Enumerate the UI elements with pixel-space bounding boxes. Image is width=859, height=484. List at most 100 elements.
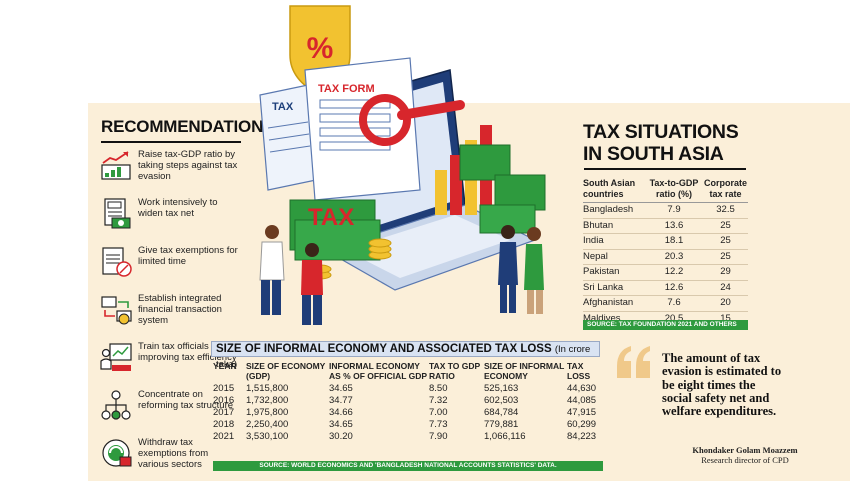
gdp-cell: 1,975,800 — [246, 407, 289, 418]
informal-size-cell: 779,881 — [484, 419, 519, 430]
tax-exemption-icon — [102, 247, 132, 277]
informal-pct-cell: 34.65 — [329, 383, 353, 394]
recommendation-item: Raise tax-GDP ratio by taking steps agai… — [100, 149, 238, 193]
year-cell: 2018 — [213, 419, 235, 430]
tax-paper-label: TAX — [272, 101, 294, 113]
author-title: Research director of CPD — [701, 454, 789, 465]
year-cell: 2016 — [213, 395, 235, 406]
table-row: Sri Lanka 12.6 24 — [583, 280, 748, 296]
tax-loss-cell: 60,299 — [567, 419, 597, 430]
informal-title-text: SIZE OF INFORMAL ECONOMY AND ASSOCIATED … — [216, 343, 552, 355]
table-row: 2021 3,530,100 30.20 7.90 1,066,116 84,223 — [213, 431, 603, 443]
recommendation-item: Establish integrated financial transacti… — [100, 293, 235, 337]
table-row: 2015 1,515,800 34.65 8.50 525,163 44,630 — [213, 383, 603, 395]
training-icon — [100, 343, 132, 371]
tax-stack-label: TAX — [308, 204, 354, 231]
table-row: 2017 1,975,800 34.66 7.00 684,784 47,915 — [213, 407, 603, 419]
unit-note: (In crore taka) — [216, 344, 591, 370]
table-header-row: YEAR SIZE OF ECONOMY (GDP) INFORMAL ECON… — [213, 361, 603, 383]
rate-cell: 25 — [703, 249, 748, 265]
ratio-cell: 8.50 — [429, 383, 448, 394]
recommendation-item: Concentrate on reforming tax structure — [100, 389, 235, 433]
year-cell: 2015 — [213, 383, 235, 394]
table-row: Pakistan 12.2 29 — [583, 264, 748, 281]
recommendation-text: Concentrate on reforming tax structure — [138, 389, 234, 411]
rate-cell: 24 — [703, 280, 748, 296]
recommendation-text: Withdraw tax exemptions from various sec… — [138, 437, 209, 470]
column-header: SIZE OF ECONOMY (GDP) — [246, 361, 326, 381]
column-header: TAX TO GDP RATIO — [429, 361, 481, 381]
source-note: SOURCE: WORLD ECONOMICS AND 'BANGLADESH … — [213, 461, 603, 471]
recommendation-text: Give tax exemptions for limited time — [138, 245, 238, 267]
country-cell: Bangladesh — [583, 202, 645, 219]
informal-economy-title: SIZE OF INFORMAL ECONOMY AND ASSOCIATED … — [211, 341, 600, 370]
column-header: INFORMAL ECONOMY AS % OF OFFICIAL GDP — [329, 361, 428, 381]
ratio-cell: 7.32 — [429, 395, 448, 406]
recommendation-item: Train tax officials for improving tax ef… — [100, 341, 237, 385]
rate-cell: 20 — [703, 295, 748, 312]
quote-mark-icon — [617, 346, 650, 378]
column-header: SIZE OF INFORMAL ECONOMY — [484, 361, 565, 381]
tax-structure-icon — [101, 390, 131, 420]
tax-loss-cell: 44,630 — [567, 383, 597, 394]
recommendation-item: Withdraw tax exemptions from various sec… — [100, 437, 235, 481]
recommendations-title: RECOMMENDATIONS — [101, 117, 275, 136]
column-header: South Asian countries — [583, 176, 645, 203]
businessmen-figures — [259, 225, 323, 325]
informal-pct-cell: 34.77 — [329, 395, 353, 406]
magnifier-icon — [359, 94, 411, 146]
table-row: India 18.1 25 — [583, 233, 748, 250]
country-cell: Afghanistan — [583, 295, 645, 312]
gdp-cell: 1,515,800 — [246, 383, 289, 394]
source-note: SOURCE: TAX FOUNDATION 2021 AND OTHERS — [583, 320, 748, 330]
column-header: TAX LOSS — [567, 361, 591, 381]
ratio-cell: 7.9 — [645, 202, 703, 219]
transaction-system-icon — [101, 296, 132, 325]
rate-cell: 25 — [703, 218, 748, 234]
country-cell: Pakistan — [583, 264, 645, 281]
country-cell: Sri Lanka — [583, 280, 645, 296]
gdp-cell: 3,530,100 — [246, 431, 289, 442]
country-cell: Bhutan — [583, 218, 645, 234]
south-asia-title: TAX SITUATIONS IN SOUTH ASIA — [583, 121, 739, 165]
tax-loss-cell: 47,915 — [567, 407, 597, 418]
year-cell: 2021 — [213, 431, 235, 442]
table-row: Bangladesh 7.9 32.5 — [583, 202, 748, 219]
quote-author: Khondaker Golam Moazzem Research directo… — [675, 445, 815, 465]
rate-cell: 25 — [703, 233, 748, 250]
ratio-cell: 20.3 — [645, 249, 703, 265]
column-header: Corporate tax rate — [703, 176, 748, 203]
table-row: 2018 2,250,400 34.65 7.73 779,881 60,299 — [213, 419, 603, 431]
rate-cell: 29 — [703, 264, 748, 281]
informal-size-cell: 602,503 — [484, 395, 519, 406]
withdraw-exemption-icon — [102, 439, 132, 467]
ratio-cell: 18.1 — [645, 233, 703, 250]
tax-loss-cell: 44,085 — [567, 395, 597, 406]
informal-size-cell: 1,066,116 — [484, 431, 526, 442]
recommendation-text: Work intensively to widen tax net — [138, 197, 218, 219]
ratio-cell: 7.90 — [429, 431, 448, 442]
recommendation-text: Raise tax-GDP ratio by taking steps agai… — [138, 149, 238, 182]
table-row: 2016 1,732,800 34.77 7.32 602,503 44,085 — [213, 395, 603, 407]
country-cell: Nepal — [583, 249, 645, 265]
percent-symbol: % — [307, 32, 334, 65]
quote-text: The amount of tax evasion is estimated t… — [662, 351, 782, 419]
south-asia-table: South Asian countries Tax-to-GDP ratio (… — [583, 176, 748, 327]
growth-chart-icon — [101, 151, 131, 180]
gdp-cell: 1,732,800 — [246, 395, 289, 406]
table-row: Bhutan 13.6 25 — [583, 218, 748, 234]
rate-cell: 32.5 — [703, 202, 748, 219]
informal-pct-cell: 34.65 — [329, 419, 353, 430]
businesswomen-figures — [498, 225, 544, 314]
informal-size-cell: 525,163 — [484, 383, 519, 394]
ratio-cell: 12.6 — [645, 280, 703, 296]
ratio-cell: 7.00 — [429, 407, 448, 418]
ratio-cell: 13.6 — [645, 218, 703, 234]
tax-document-icon — [104, 198, 131, 229]
column-header: YEAR — [213, 361, 237, 371]
ratio-cell: 7.73 — [429, 419, 448, 430]
year-cell: 2017 — [213, 407, 235, 418]
tax-loss-cell: 84,223 — [567, 431, 597, 442]
recommendation-text: Establish integrated financial transacti… — [138, 293, 222, 326]
tax-illustration: % TAX TAX FORM TAX — [259, 5, 546, 325]
